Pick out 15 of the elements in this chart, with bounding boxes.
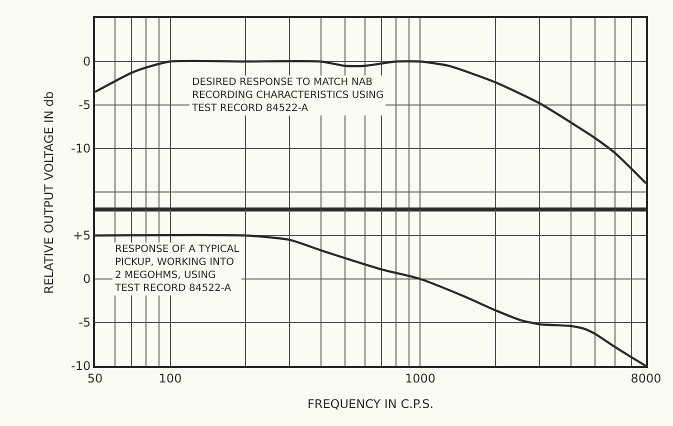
x-tick-label: 8000 [630,371,662,386]
y-tick-label: -10 [70,359,91,374]
x-tick-label: 1000 [404,371,436,386]
annotation: RESPONSE OF A TYPICAL PICKUP, WORKING INTO 2 MEGOHMS, USING TEST RECORD 84522-A [114,244,240,294]
x-axis-title: FREQUENCY IN C.P.S. [307,396,434,411]
y-tick-label: -5 [78,316,91,330]
y-tick-label: -10 [70,142,91,156]
y-tick-label: 0 [82,54,91,69]
x-tick-label: 100 [158,371,182,386]
y-tick-label: -5 [78,98,91,112]
x-tick-label: 50 [87,371,103,386]
y-axis-title: RELATIVE OUTPUT VOLTAGE IN db [42,91,56,294]
y-tick-label: +5 [72,228,91,243]
annotation: DESIRED RESPONSE TO MATCH NAB RECORDING CHARACTERISTICS USING TEST RECORD 84522-A [191,77,384,114]
y-tick-label: 0 [82,272,91,286]
